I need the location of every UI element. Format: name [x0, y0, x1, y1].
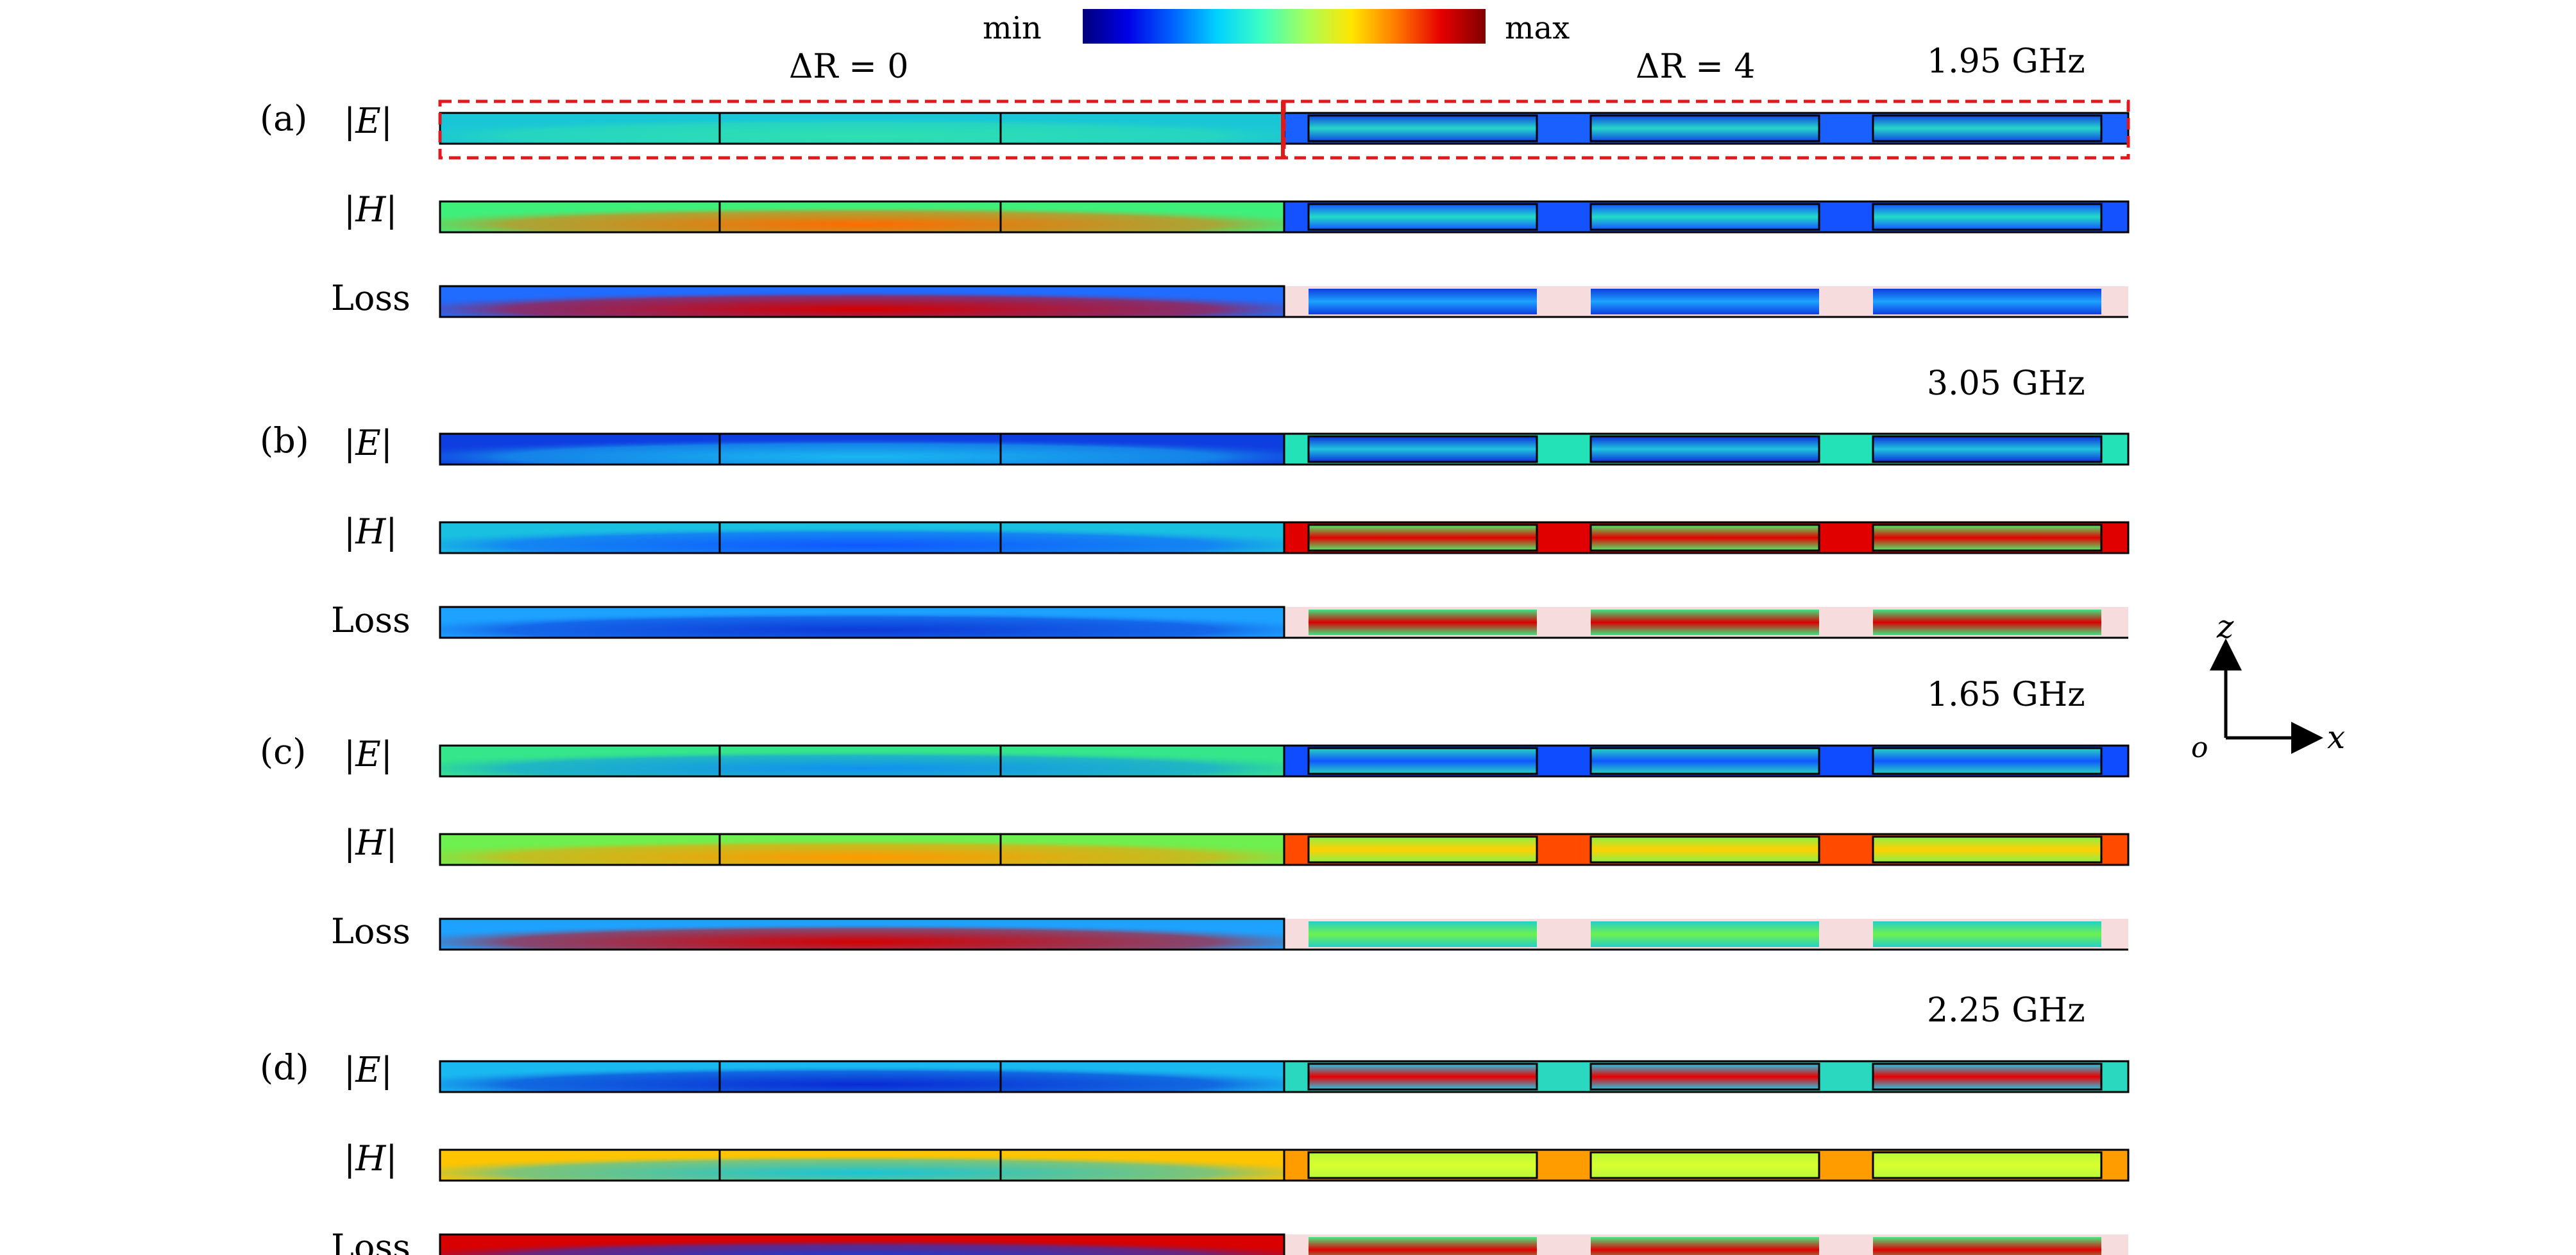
header-left-label: ΔR = 0: [789, 47, 909, 86]
resonator-cell: [1307, 435, 1538, 463]
frequency-label-d: 2.25 GHz: [1927, 991, 2085, 1030]
resonator-cell: [1307, 835, 1538, 864]
quantity-label: |E|: [344, 1050, 393, 1090]
field-core-left: [440, 919, 1284, 950]
panel-tag-b: (b): [260, 420, 309, 461]
quantity-label: |E|: [344, 101, 393, 141]
colorbar: [1083, 9, 1486, 44]
resonator-cell: [1589, 835, 1820, 864]
field-core-left: [440, 286, 1284, 317]
strip-border-right: [1283, 432, 2130, 466]
x-axis-label: x: [2327, 719, 2346, 756]
resonator-cell: [1307, 203, 1538, 231]
strip-border-right: [1283, 833, 2130, 866]
strip-border-right: [1283, 1148, 2130, 1182]
quantity-label: Loss: [331, 1227, 411, 1255]
resonator-cell: [1589, 747, 1820, 775]
field-core-left: [440, 201, 1284, 232]
header-right-label: ΔR = 4: [1636, 47, 1756, 86]
resonator-cell: [1309, 1237, 1537, 1255]
resonator-cell: [1873, 610, 2101, 635]
resonator-cell: [1589, 1151, 1820, 1179]
resonator-cell: [1307, 1063, 1538, 1091]
resonator-cell: [1591, 289, 1819, 314]
strip-border-right: [1283, 521, 2130, 554]
resonator-cell: [1872, 1063, 2103, 1091]
field-core-left: [440, 607, 1284, 638]
quantity-label: |H|: [344, 189, 398, 230]
resonator-cell: [1872, 203, 2103, 231]
frequency-label-a: 1.95 GHz: [1927, 42, 2085, 81]
quantity-label: |E|: [344, 423, 393, 463]
strip-border-right: [1283, 1060, 2130, 1093]
resonator-cell: [1872, 747, 2103, 775]
resonator-cell: [1589, 435, 1820, 463]
resonator-cell: [1307, 1151, 1538, 1179]
field-core-left: [440, 522, 1284, 553]
resonator-cell: [1589, 1063, 1820, 1091]
quantity-label: |H|: [344, 823, 398, 863]
resonator-cell: [1307, 114, 1538, 142]
strip-border-right: [1283, 200, 2130, 234]
resonator-cell: [1589, 203, 1820, 231]
field-core-left: [440, 746, 1284, 776]
resonator-cell: [1309, 921, 1537, 947]
strip-border-right: [1283, 744, 2130, 778]
coordinate-axes: [2210, 638, 2323, 754]
quantity-label: |H|: [344, 1138, 398, 1179]
resonator-cell: [1591, 1237, 1819, 1255]
quantity-label: |H|: [344, 511, 398, 552]
field-core-left: [440, 113, 1284, 144]
field-core-left: [440, 834, 1284, 865]
field-core-left: [440, 1061, 1284, 1092]
resonator-cell: [1591, 610, 1819, 635]
resonator-cell: [1309, 289, 1537, 314]
panel-tag-c: (c): [260, 731, 307, 772]
resonator-cell: [1589, 524, 1820, 552]
frequency-label-c: 1.65 GHz: [1927, 676, 2085, 714]
resonator-cell: [1872, 1151, 2103, 1179]
quantity-label: Loss: [331, 911, 411, 952]
resonator-cell: [1872, 835, 2103, 864]
highlight-box-right: [1281, 99, 2130, 160]
quantity-label: Loss: [331, 600, 411, 640]
resonator-cell: [1872, 114, 2103, 142]
panel-tag-a: (a): [260, 98, 308, 139]
resonator-cell: [1309, 610, 1537, 635]
colorbar-min-label: min: [983, 10, 1042, 46]
frequency-label-b: 3.05 GHz: [1927, 364, 2085, 403]
z-axis-label: z: [2217, 608, 2234, 645]
resonator-cell: [1591, 921, 1819, 947]
resonator-cell: [1873, 921, 2101, 947]
field-core-left: [440, 1234, 1284, 1255]
origin-label: o: [2191, 731, 2208, 764]
resonator-cell: [1872, 524, 2103, 552]
field-core-left: [440, 434, 1284, 465]
resonator-cell: [1307, 524, 1538, 552]
panel-tag-d: (d): [260, 1047, 309, 1088]
resonator-cell: [1873, 1237, 2101, 1255]
resonator-cell: [1873, 289, 2101, 314]
quantity-label: Loss: [331, 278, 411, 318]
resonator-cell: [1589, 114, 1820, 142]
resonator-cell: [1872, 435, 2103, 463]
field-core-left: [440, 1150, 1284, 1181]
quantity-label: |E|: [344, 734, 393, 774]
resonator-cell: [1307, 747, 1538, 775]
colorbar-max-label: max: [1505, 10, 1570, 46]
